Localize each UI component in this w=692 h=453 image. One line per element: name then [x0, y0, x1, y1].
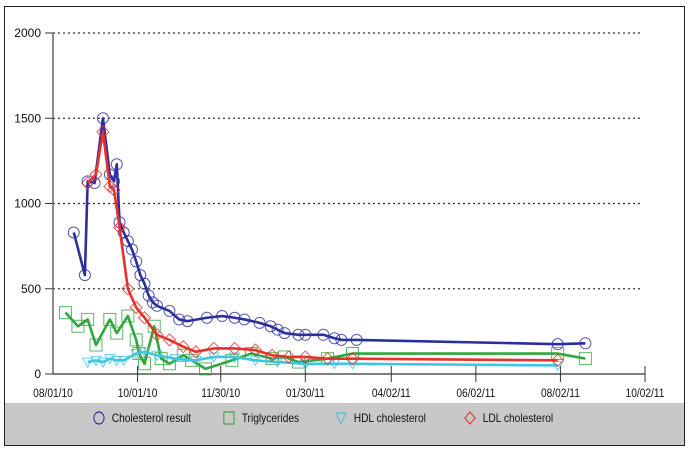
- x-tick-label: 10/01/10: [118, 387, 158, 400]
- y-tick-label: 2000: [14, 26, 41, 40]
- data-point: [320, 351, 335, 366]
- circle-icon: [93, 411, 105, 425]
- data-point: [89, 338, 103, 352]
- data-point: [137, 311, 152, 325]
- data-point: [110, 326, 124, 340]
- data-point: [176, 348, 190, 362]
- y-tick-label: 1500: [14, 111, 41, 125]
- data-point: [103, 312, 117, 326]
- data-point: [248, 343, 263, 357]
- x-tick-label: 08/01/10: [33, 387, 73, 400]
- y-tick-label: 0: [34, 367, 41, 381]
- data-point: [80, 176, 95, 190]
- legend: Cholesterol result Triglycerides HDL cho…: [5, 403, 684, 445]
- chart-frame: [4, 6, 685, 446]
- data-point: [550, 353, 565, 368]
- data-point: [225, 353, 239, 367]
- x-tick-label: 10/02/11: [626, 387, 665, 400]
- diamond-icon: [464, 411, 476, 425]
- legend-label: Triglycerides: [241, 411, 300, 425]
- y-tick-label: 1000: [14, 197, 41, 211]
- data-point: [138, 277, 151, 290]
- data-point: [129, 300, 143, 315]
- data-point: [298, 350, 313, 364]
- data-point: [121, 282, 135, 296]
- x-tick-label: 04/02/11: [372, 387, 411, 400]
- data-point: [89, 167, 103, 182]
- series-line: [87, 350, 558, 367]
- data-point: [271, 323, 284, 336]
- data-point: [67, 226, 80, 239]
- data-point: [81, 312, 95, 326]
- square-icon: [223, 411, 235, 425]
- data-point: [71, 319, 85, 333]
- x-tick-label: 01/30/11: [286, 387, 325, 400]
- legend-item-ldl: LDL cholesterol: [464, 411, 553, 425]
- data-point: [58, 306, 72, 320]
- legend-label: HDL cholesterol: [353, 411, 426, 425]
- data-point: [281, 350, 296, 364]
- data-point: [150, 328, 164, 342]
- series-line: [72, 116, 586, 346]
- legend-label: Cholesterol result: [111, 411, 192, 425]
- data-point: [345, 351, 360, 366]
- data-point: [199, 362, 213, 376]
- legend-label: LDL cholesterol: [482, 411, 554, 425]
- data-point: [264, 320, 277, 333]
- data-point: [130, 255, 143, 268]
- data-point: [146, 296, 159, 309]
- y-tick-label: 500: [21, 282, 41, 296]
- data-point: [142, 289, 155, 302]
- data-point: [328, 332, 341, 345]
- x-tick-label: 11/30/10: [201, 387, 240, 400]
- legend-item-cholesterol: Cholesterol result: [93, 411, 191, 425]
- x-tick-label: 08/02/11: [541, 387, 580, 400]
- data-point: [150, 299, 163, 312]
- data-point: [207, 341, 221, 356]
- data-point: [126, 243, 139, 256]
- legend-item-triglycerides: Triglycerides: [223, 411, 299, 425]
- data-point: [121, 309, 135, 323]
- x-tick-label: 06/02/11: [456, 387, 495, 400]
- legend-item-hdl: HDL cholesterol: [335, 411, 426, 425]
- data-point: [163, 304, 176, 317]
- series-line: [86, 130, 558, 362]
- data-point: [227, 341, 242, 356]
- line-chart: 0 500 1000 1500 2000 08/01/10 10/01/10 11/30/10…: [14, 26, 665, 400]
- triangle-down-icon: [335, 412, 347, 425]
